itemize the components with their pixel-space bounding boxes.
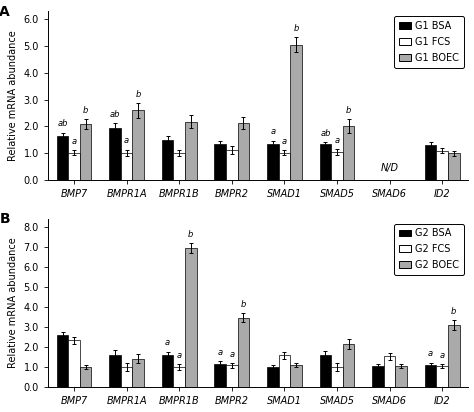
Bar [279,153,290,180]
Bar [57,136,68,180]
Bar [384,356,395,387]
Bar [331,152,343,180]
Bar [425,145,437,180]
Legend: G1 BSA, G1 FCS, G1 BOEC: G1 BSA, G1 FCS, G1 BOEC [394,16,464,68]
Bar [80,124,91,180]
Bar [437,366,448,387]
Bar [448,153,459,180]
Bar [121,367,132,387]
Bar [214,144,226,180]
Bar [185,248,197,387]
Bar [68,153,80,180]
Text: b: b [293,24,299,33]
Bar [290,45,302,180]
Text: A: A [0,5,10,19]
Bar [132,359,144,387]
Text: N/D: N/D [381,163,399,173]
Text: b: b [241,300,246,309]
Bar [162,140,173,180]
Bar [57,335,68,387]
Text: ab: ab [57,119,68,129]
Text: b: b [83,106,88,115]
Y-axis label: Relative mRNA abundance: Relative mRNA abundance [8,30,18,161]
Bar [226,365,237,387]
Bar [214,364,226,387]
Bar [425,365,437,387]
Bar [237,318,249,387]
Text: ab: ab [320,129,331,138]
Text: a: a [335,136,339,145]
Bar [448,325,459,387]
Bar [319,145,331,180]
Bar [68,340,80,387]
Text: a: a [165,338,170,347]
Bar [109,355,121,387]
Text: a: a [282,137,287,146]
Text: b: b [136,90,141,99]
Bar [437,150,448,180]
Bar [267,367,279,387]
Text: B: B [0,212,10,226]
Bar [290,365,302,387]
Text: a: a [124,136,129,145]
Text: a: a [218,348,223,357]
Y-axis label: Relative mRNA abundance: Relative mRNA abundance [8,238,18,368]
Bar [173,367,185,387]
Legend: G2 BSA, G2 FCS, G2 BOEC: G2 BSA, G2 FCS, G2 BOEC [394,224,464,275]
Text: a: a [428,349,433,358]
Bar [343,126,355,180]
Bar [372,366,384,387]
Bar [319,355,331,387]
Bar [395,366,407,387]
Bar [80,367,91,387]
Bar [237,123,249,180]
Text: b: b [188,230,193,239]
Bar [331,367,343,387]
Bar [185,122,197,180]
Text: b: b [451,307,456,316]
Text: ab: ab [110,110,120,119]
Bar [173,153,185,180]
Text: b: b [346,106,351,115]
Bar [162,355,173,387]
Bar [109,128,121,180]
Bar [226,150,237,180]
Bar [121,153,132,180]
Text: a: a [229,350,235,359]
Bar [279,355,290,387]
Text: a: a [270,127,275,136]
Bar [267,144,279,180]
Bar [132,110,144,180]
Text: a: a [72,137,77,146]
Bar [343,344,355,387]
Text: a: a [439,351,445,360]
Text: a: a [177,351,182,360]
